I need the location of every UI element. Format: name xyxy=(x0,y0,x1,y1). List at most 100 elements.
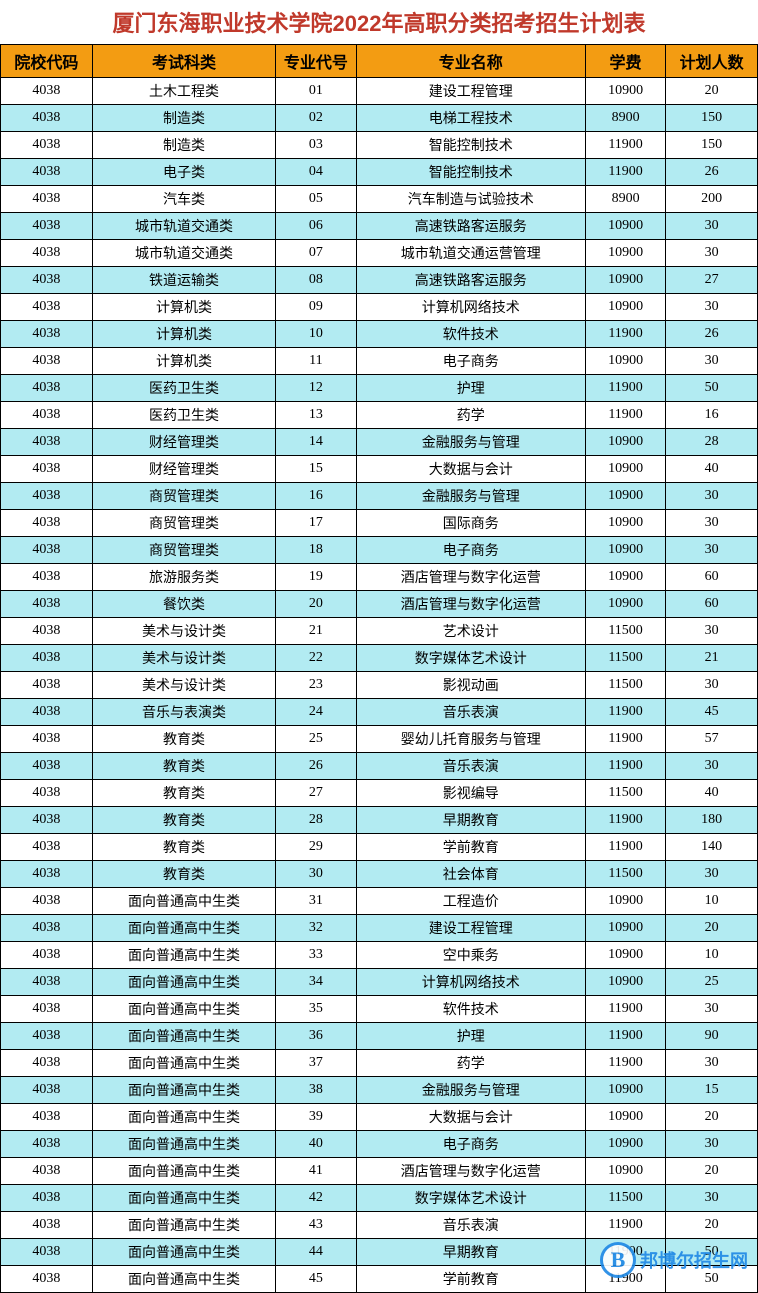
table-cell: 10900 xyxy=(585,348,665,375)
table-row: 4038城市轨道交通类07城市轨道交通运营管理1090030 xyxy=(1,240,758,267)
table-row: 4038教育类28早期教育11900180 xyxy=(1,807,758,834)
table-cell: 4038 xyxy=(1,375,93,402)
table-cell: 31 xyxy=(276,888,356,915)
table-cell: 财经管理类 xyxy=(92,456,276,483)
table-row: 4038面向普通高中生类33空中乘务1090010 xyxy=(1,942,758,969)
table-cell: 4038 xyxy=(1,1023,93,1050)
table-cell: 数字媒体艺术设计 xyxy=(356,1185,585,1212)
table-cell: 4038 xyxy=(1,132,93,159)
table-cell: 36 xyxy=(276,1023,356,1050)
table-cell: 26 xyxy=(666,321,758,348)
table-cell: 10900 xyxy=(585,483,665,510)
table-cell: 4038 xyxy=(1,294,93,321)
table-cell: 11900 xyxy=(585,753,665,780)
table-cell: 4038 xyxy=(1,726,93,753)
table-cell: 医药卫生类 xyxy=(92,375,276,402)
table-cell: 29 xyxy=(276,834,356,861)
table-cell: 02 xyxy=(276,105,356,132)
table-cell: 城市轨道交通类 xyxy=(92,213,276,240)
table-row: 4038电子类04智能控制技术1190026 xyxy=(1,159,758,186)
table-cell: 美术与设计类 xyxy=(92,645,276,672)
table-cell: 19 xyxy=(276,564,356,591)
table-cell: 学前教育 xyxy=(356,1266,585,1293)
table-cell: 酒店管理与数字化运营 xyxy=(356,591,585,618)
table-cell: 商贸管理类 xyxy=(92,537,276,564)
table-row: 4038面向普通高中生类37药学1190030 xyxy=(1,1050,758,1077)
table-cell: 4038 xyxy=(1,969,93,996)
table-cell: 10900 xyxy=(585,294,665,321)
table-cell: 城市轨道交通类 xyxy=(92,240,276,267)
table-cell: 4038 xyxy=(1,618,93,645)
table-cell: 4038 xyxy=(1,1239,93,1266)
table-cell: 10900 xyxy=(585,888,665,915)
table-cell: 20 xyxy=(276,591,356,618)
table-row: 4038制造类03智能控制技术11900150 xyxy=(1,132,758,159)
table-cell: 25 xyxy=(666,969,758,996)
table-cell: 4038 xyxy=(1,564,93,591)
table-cell: 4038 xyxy=(1,429,93,456)
table-cell: 4038 xyxy=(1,483,93,510)
table-cell: 11900 xyxy=(585,996,665,1023)
table-cell: 30 xyxy=(666,240,758,267)
table-cell: 34 xyxy=(276,969,356,996)
table-cell: 电子商务 xyxy=(356,1131,585,1158)
table-cell: 30 xyxy=(666,294,758,321)
table-cell: 旅游服务类 xyxy=(92,564,276,591)
table-cell: 26 xyxy=(666,159,758,186)
table-cell: 面向普通高中生类 xyxy=(92,969,276,996)
table-cell: 4038 xyxy=(1,1104,93,1131)
table-cell: 04 xyxy=(276,159,356,186)
table-cell: 40 xyxy=(666,456,758,483)
table-cell: 软件技术 xyxy=(356,996,585,1023)
table-cell: 11900 xyxy=(585,132,665,159)
table-cell: 150 xyxy=(666,132,758,159)
table-row: 4038教育类29学前教育11900140 xyxy=(1,834,758,861)
table-cell: 15 xyxy=(666,1077,758,1104)
table-cell: 国际商务 xyxy=(356,510,585,537)
table-cell: 11900 xyxy=(585,402,665,429)
table-cell: 影视编导 xyxy=(356,780,585,807)
table-cell: 10900 xyxy=(585,564,665,591)
table-cell: 4038 xyxy=(1,402,93,429)
table-cell: 计算机网络技术 xyxy=(356,969,585,996)
table-row: 4038面向普通高中生类35软件技术1190030 xyxy=(1,996,758,1023)
table-cell: 40 xyxy=(666,780,758,807)
table-row: 4038汽车类05汽车制造与试验技术8900200 xyxy=(1,186,758,213)
table-cell: 铁道运输类 xyxy=(92,267,276,294)
table-cell: 制造类 xyxy=(92,132,276,159)
table-cell: 美术与设计类 xyxy=(92,672,276,699)
table-cell: 17 xyxy=(276,510,356,537)
table-cell: 面向普通高中生类 xyxy=(92,1158,276,1185)
table-cell: 30 xyxy=(666,213,758,240)
table-cell: 10900 xyxy=(585,267,665,294)
table-row: 4038教育类30社会体育1150030 xyxy=(1,861,758,888)
table-cell: 150 xyxy=(666,105,758,132)
table-cell: 22 xyxy=(276,645,356,672)
table-cell: 教育类 xyxy=(92,834,276,861)
table-cell: 汽车类 xyxy=(92,186,276,213)
table-cell: 10900 xyxy=(585,942,665,969)
table-cell: 05 xyxy=(276,186,356,213)
table-cell: 14 xyxy=(276,429,356,456)
table-row: 4038财经管理类15大数据与会计1090040 xyxy=(1,456,758,483)
table-row: 4038音乐与表演类24音乐表演1190045 xyxy=(1,699,758,726)
table-cell: 13 xyxy=(276,402,356,429)
table-cell: 28 xyxy=(666,429,758,456)
table-row: 4038美术与设计类23影视动画1150030 xyxy=(1,672,758,699)
table-cell: 26 xyxy=(276,753,356,780)
table-cell: 社会体育 xyxy=(356,861,585,888)
table-cell: 4038 xyxy=(1,321,93,348)
table-row: 4038面向普通高中生类32建设工程管理1090020 xyxy=(1,915,758,942)
table-cell: 30 xyxy=(666,618,758,645)
table-cell: 11900 xyxy=(585,699,665,726)
table-cell: 39 xyxy=(276,1104,356,1131)
table-cell: 音乐与表演类 xyxy=(92,699,276,726)
table-cell: 60 xyxy=(666,564,758,591)
table-cell: 商贸管理类 xyxy=(92,510,276,537)
table-cell: 医药卫生类 xyxy=(92,402,276,429)
table-cell: 15 xyxy=(276,456,356,483)
table-cell: 4038 xyxy=(1,942,93,969)
table-row: 4038商贸管理类16金融服务与管理1090030 xyxy=(1,483,758,510)
table-cell: 4038 xyxy=(1,861,93,888)
watermark: B 邦博尔招生网 xyxy=(600,1242,748,1278)
